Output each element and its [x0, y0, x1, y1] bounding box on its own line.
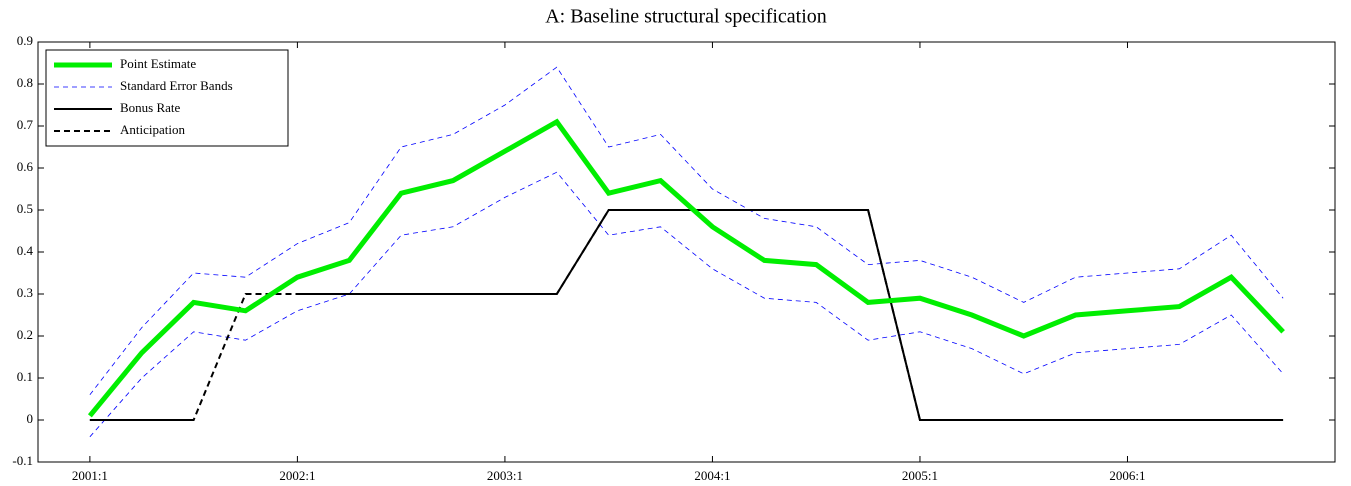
series-line [89, 66, 1284, 396]
y-tick-label: 0.4 [17, 243, 34, 258]
series-line [89, 171, 1284, 438]
legend-label: Point Estimate [120, 56, 196, 71]
series-line [87, 118, 1285, 418]
chart-title: A: Baseline structural specification [545, 6, 827, 28]
y-tick-label: 0.8 [17, 75, 33, 90]
legend-label: Standard Error Bands [120, 78, 233, 93]
x-tick-label: 2003:1 [487, 468, 523, 483]
x-tick-label: 2005:1 [902, 468, 938, 483]
y-tick-label: 0.2 [17, 327, 33, 342]
y-tick-label: 0.5 [17, 201, 33, 216]
y-tick-label: 0.1 [17, 369, 33, 384]
legend-label: Anticipation [120, 122, 185, 137]
y-tick-label: 0.6 [17, 159, 34, 174]
x-tick-label: 2006:1 [1109, 468, 1145, 483]
y-tick-label: 0.7 [17, 117, 34, 132]
y-tick-label: 0.3 [17, 285, 33, 300]
legend-label: Bonus Rate [120, 100, 181, 115]
x-tick-label: 2002:1 [279, 468, 315, 483]
x-tick-label: 2004:1 [694, 468, 730, 483]
y-tick-label: -0.1 [12, 453, 33, 468]
x-tick-label: 2001:1 [72, 468, 108, 483]
series-line [89, 209, 1284, 421]
y-tick-label: 0 [27, 411, 34, 426]
y-tick-label: 0.9 [17, 33, 33, 48]
